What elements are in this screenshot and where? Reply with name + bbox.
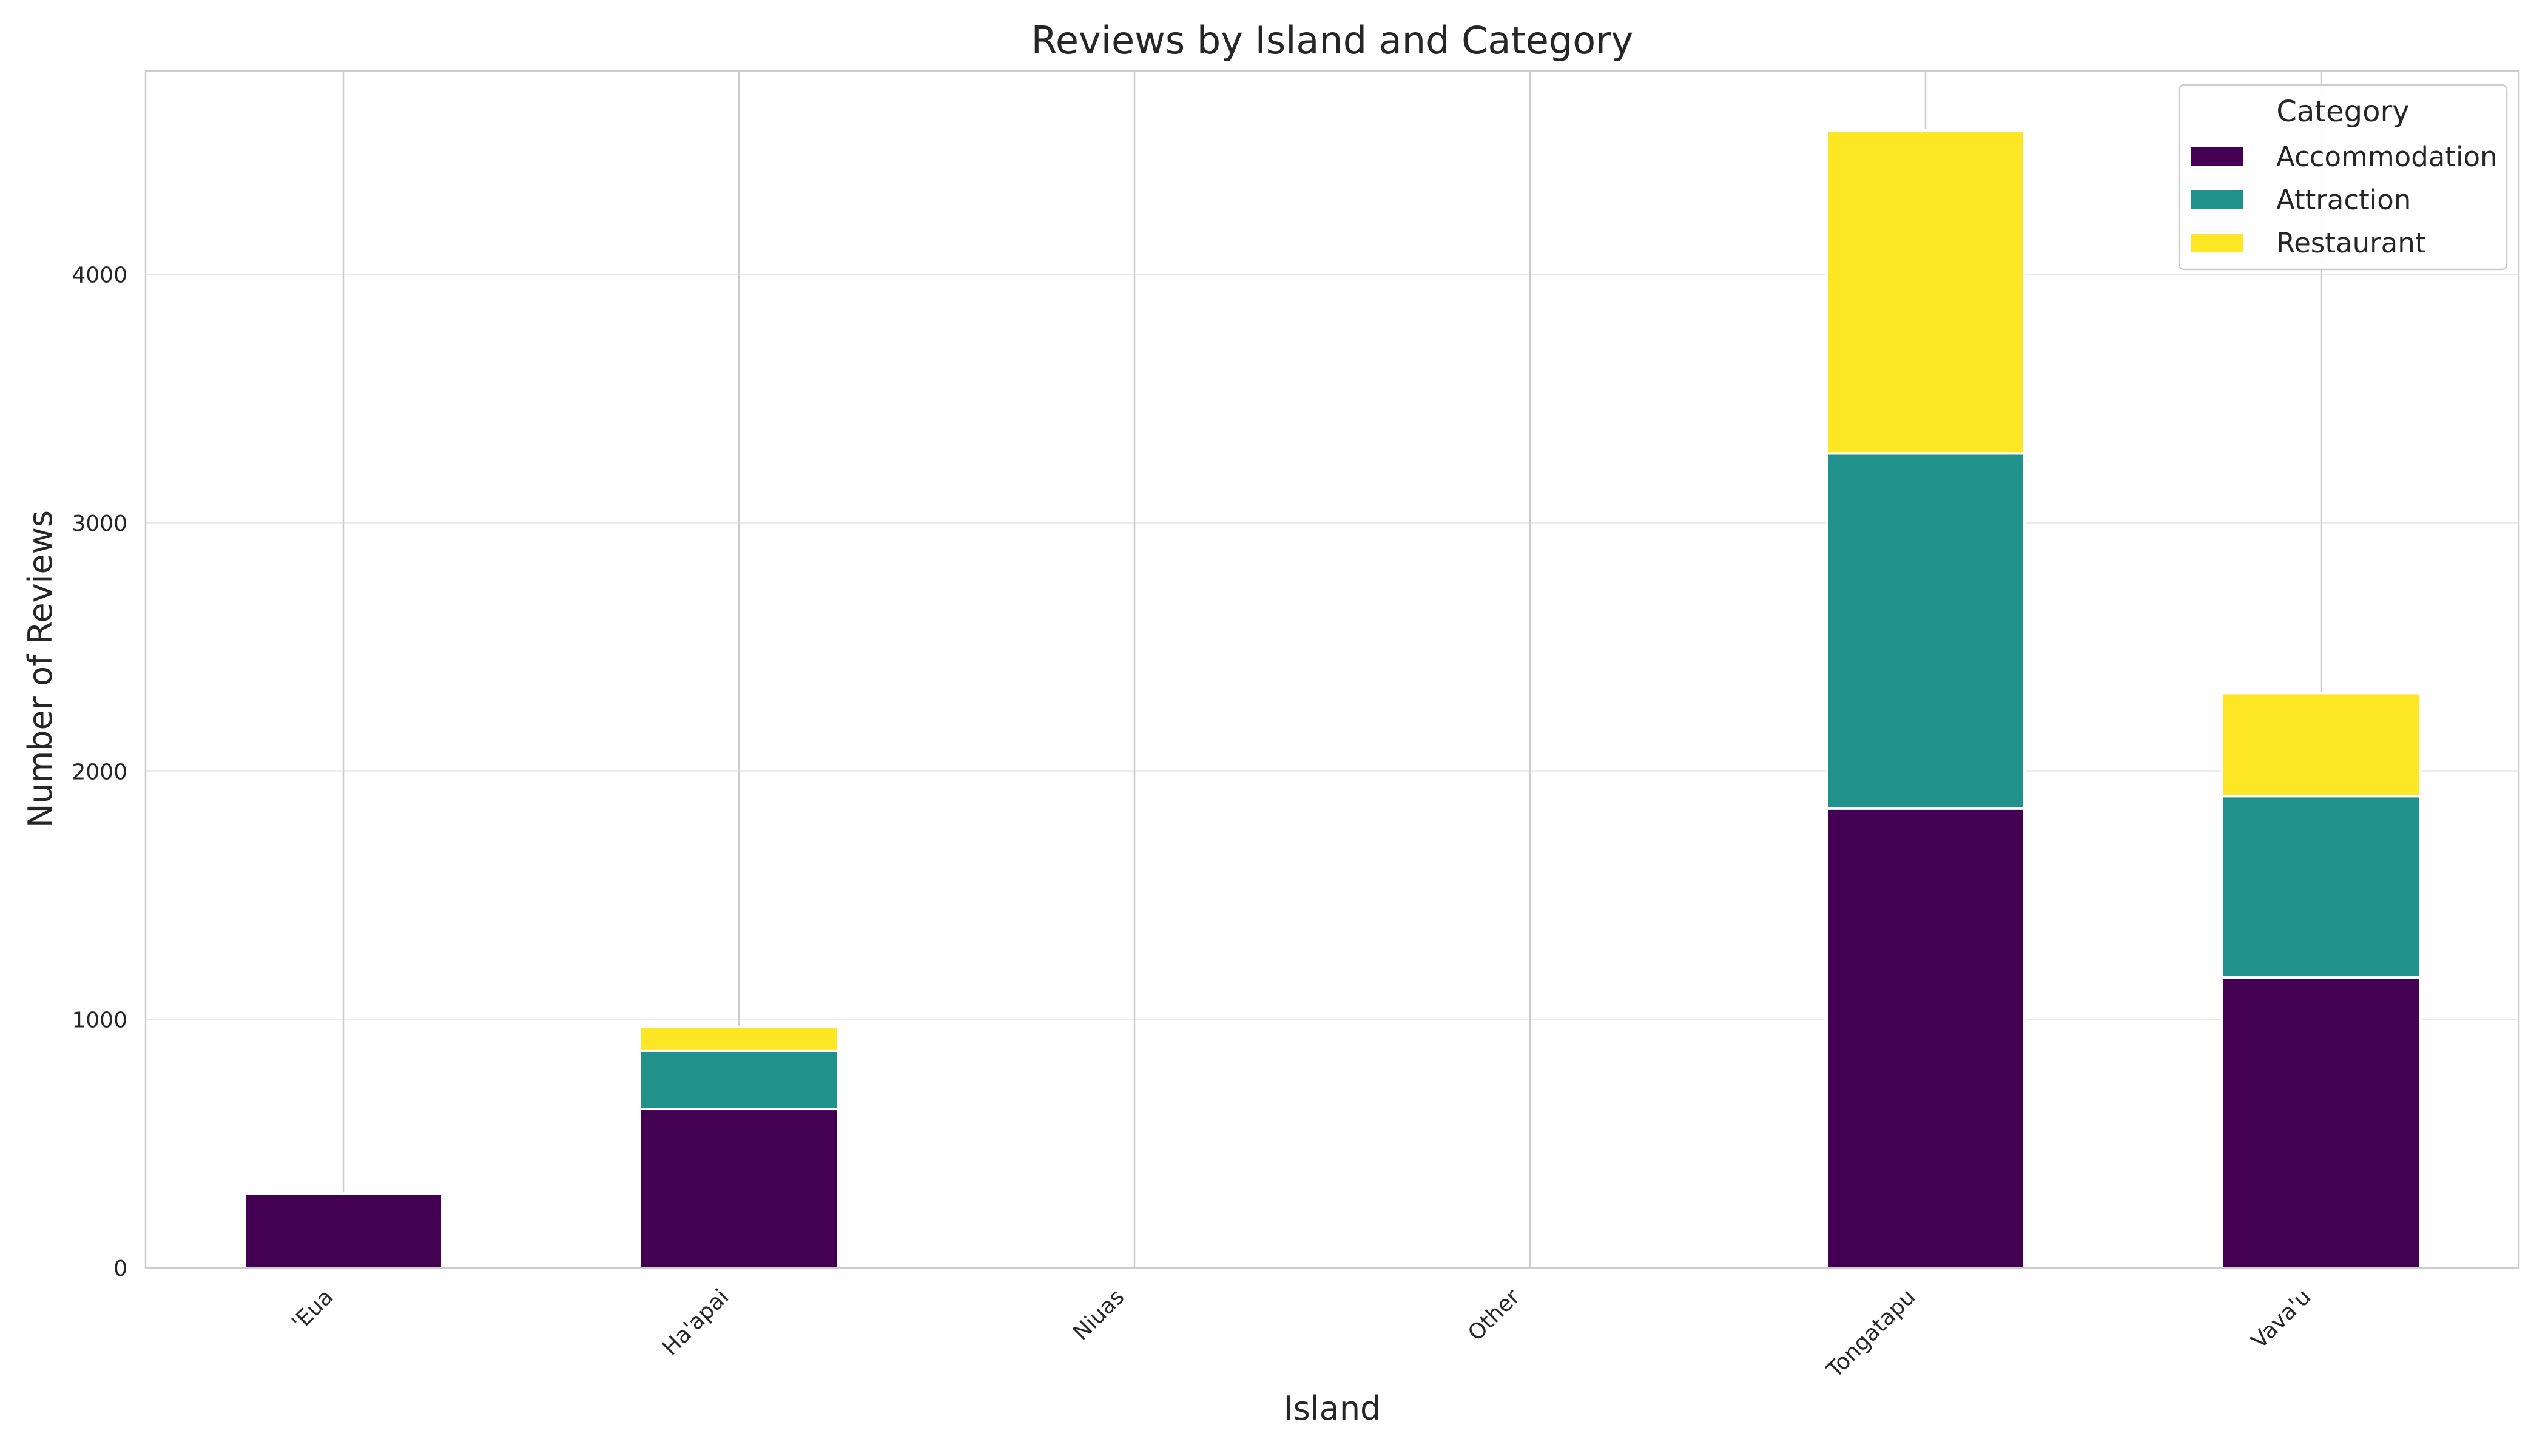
legend-label: Attraction xyxy=(2276,184,2411,216)
x-tick-label: Tongatapu xyxy=(1822,1284,1920,1383)
y-tick-label: 0 xyxy=(113,1256,127,1281)
legend-label: Accommodation xyxy=(2276,141,2498,173)
bar-segment xyxy=(2221,976,2421,1270)
y-tick-labels: 0 1000 2000 3000 4000 xyxy=(72,263,127,1281)
bar-segment xyxy=(639,1049,839,1111)
bars xyxy=(243,129,2421,1270)
y-tick-label: 4000 xyxy=(72,263,127,288)
x-axis-label: Island xyxy=(1284,1389,1381,1427)
y-tick-label: 1000 xyxy=(72,1008,127,1033)
x-tick-label: Niuas xyxy=(1068,1284,1129,1345)
grid xyxy=(146,71,2519,1268)
y-tick-label: 3000 xyxy=(72,511,127,536)
y-tick-label: 2000 xyxy=(72,760,127,784)
legend-swatch xyxy=(2191,190,2243,209)
bar-segment xyxy=(2221,692,2421,798)
bar-segment xyxy=(639,1025,839,1052)
y-axis-label: Number of Reviews xyxy=(21,510,59,828)
bar-segment xyxy=(2221,795,2421,979)
bar-segment xyxy=(1825,129,2026,455)
x-tick-label: Ha'apai xyxy=(658,1284,733,1360)
legend: Category Accommodation Attraction Restaura… xyxy=(2178,84,2508,271)
legend-label: Restaurant xyxy=(2276,227,2425,259)
bar-segment xyxy=(243,1192,443,1270)
plot-frame xyxy=(144,70,2520,1269)
legend-swatch xyxy=(2191,234,2243,252)
legend-box xyxy=(2178,84,2508,271)
bar-segment xyxy=(1825,807,2026,1270)
legend-swatch xyxy=(2191,147,2243,166)
chart-title: Reviews by Island and Category xyxy=(1031,18,1634,62)
legend-title: Category xyxy=(2276,95,2409,129)
bar-segment xyxy=(1825,452,2026,810)
x-tick-label: 'Eua xyxy=(288,1284,339,1335)
x-tick-label: Vava'u xyxy=(2247,1284,2316,1353)
x-tick-label: Other xyxy=(1463,1284,1525,1346)
bar-segment xyxy=(639,1108,839,1269)
x-tick-labels: 'Eua Ha'apai Niuas Other Tongatapu Vava'u xyxy=(288,1284,2316,1383)
